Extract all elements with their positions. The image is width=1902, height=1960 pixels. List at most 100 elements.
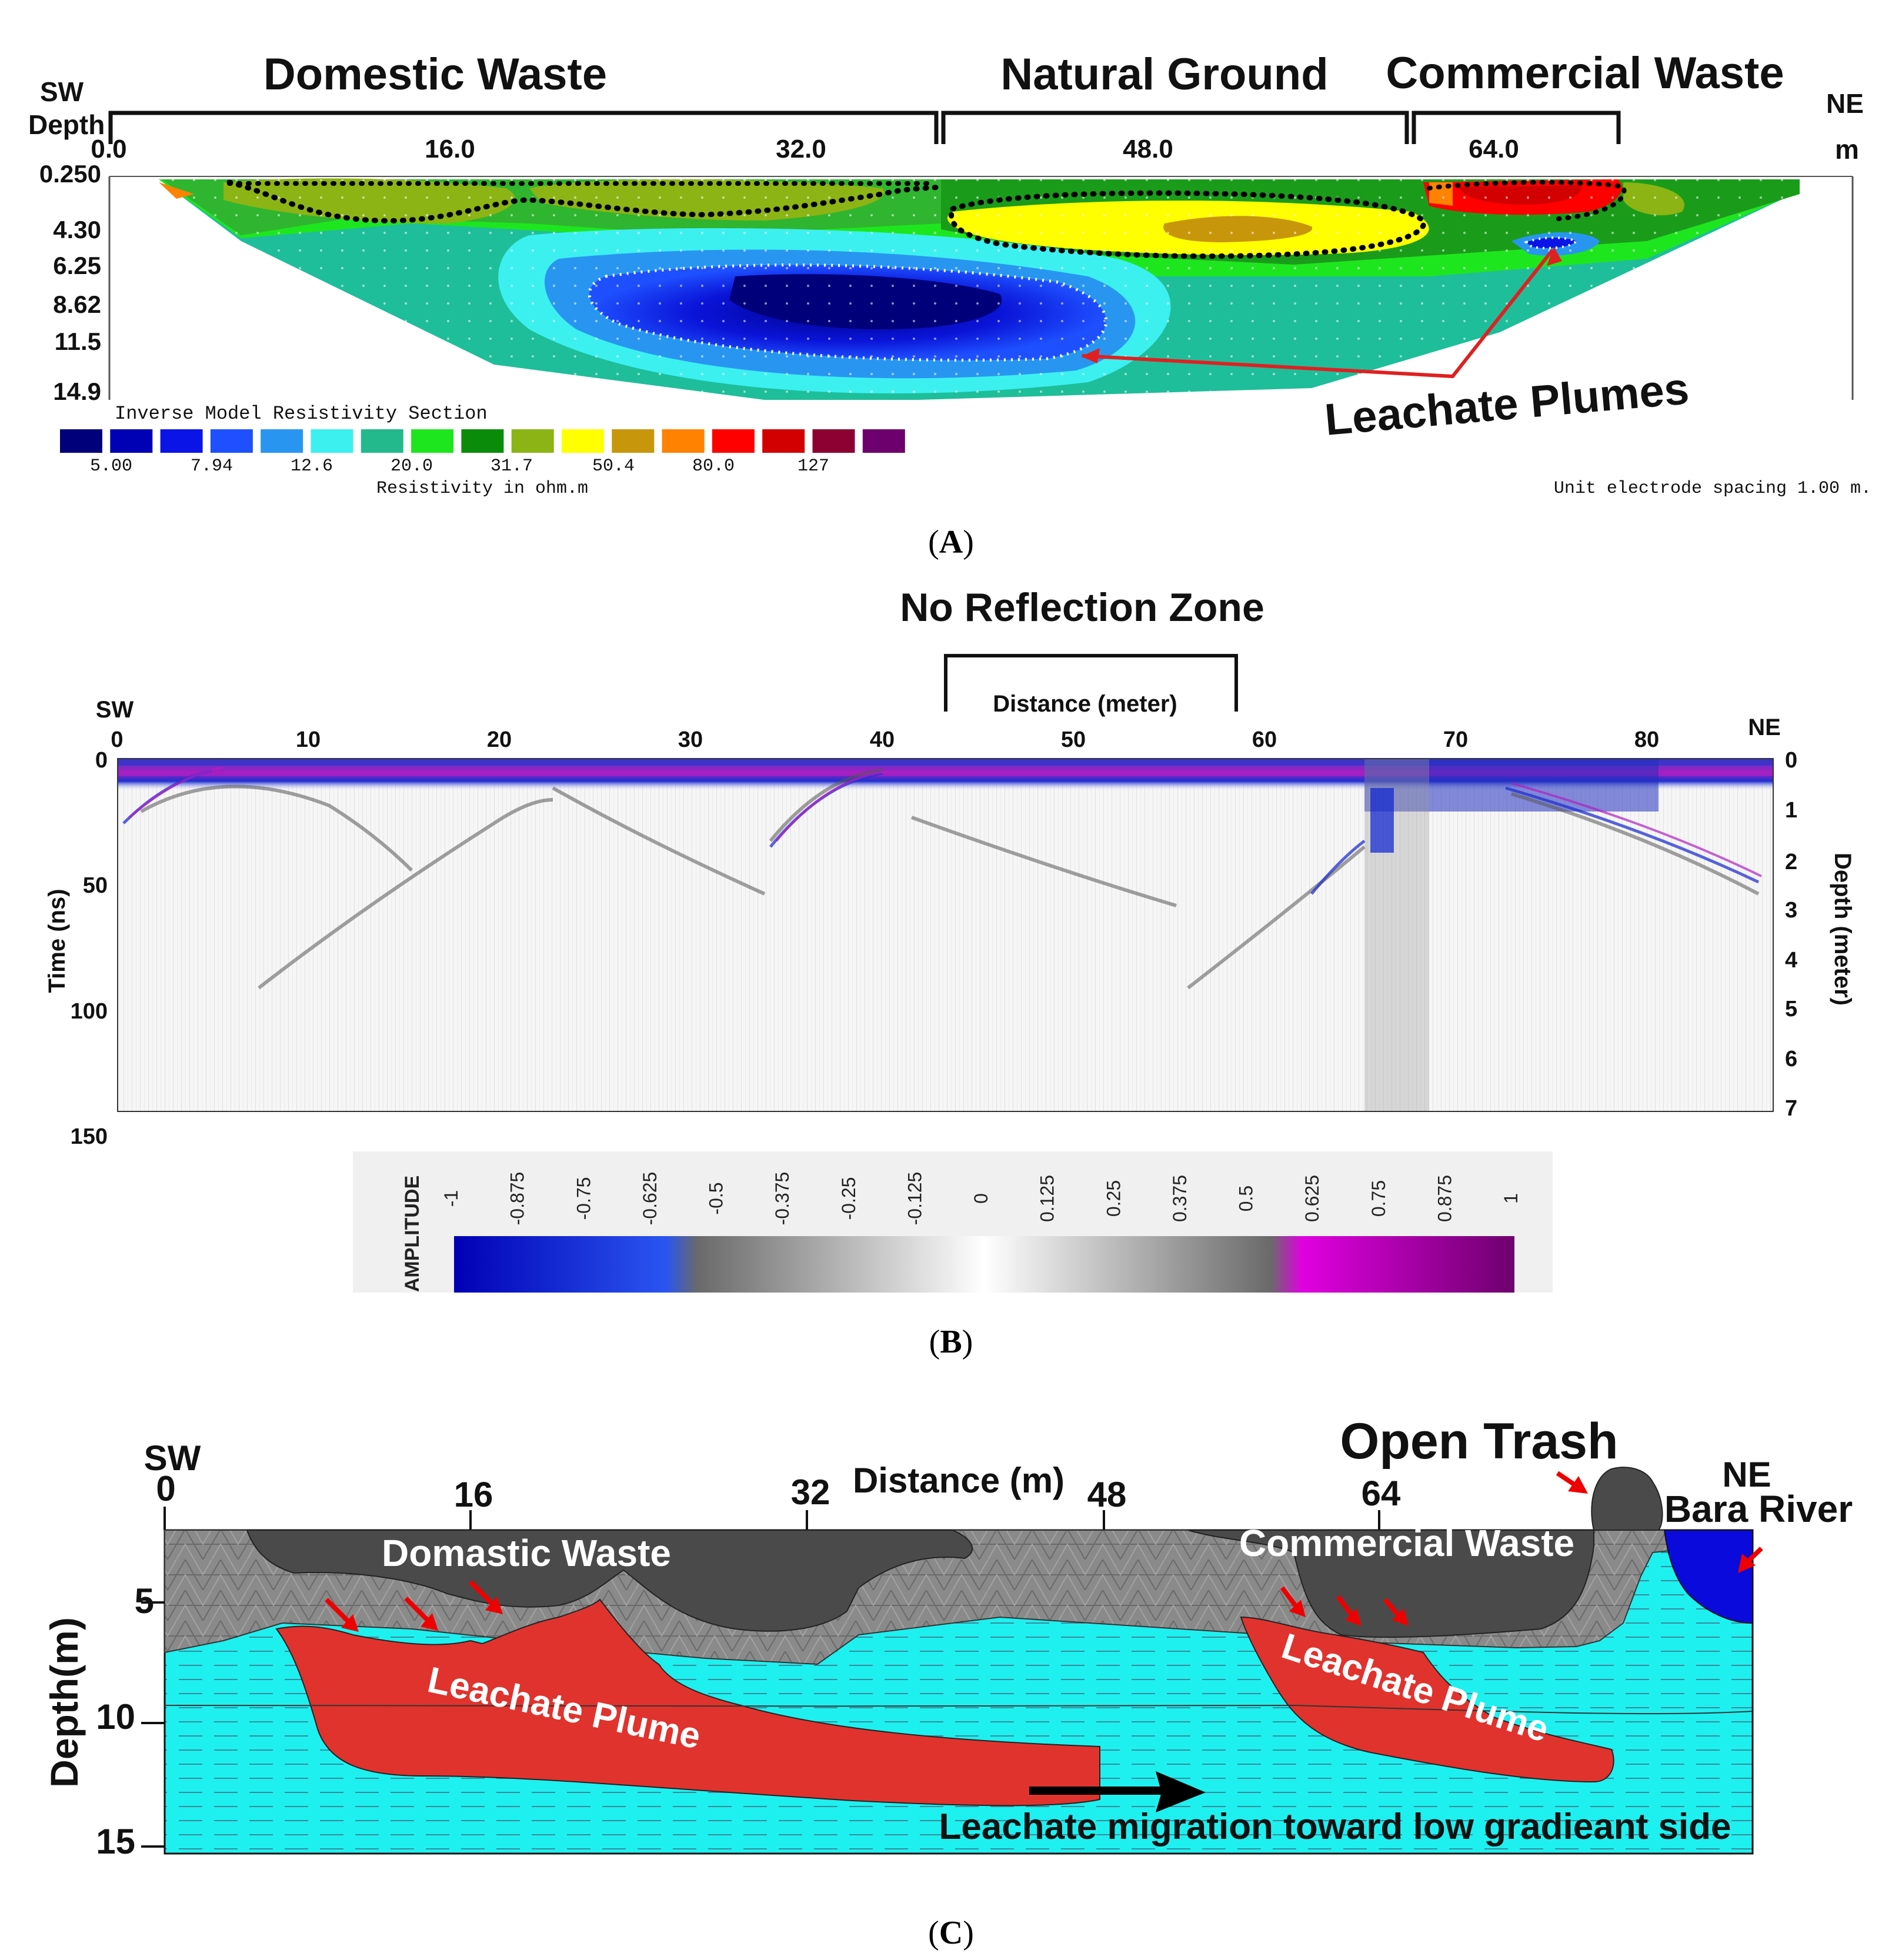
amplitude-tick: -0.75 xyxy=(573,1177,594,1220)
infiltration-arrows xyxy=(325,1471,1763,1632)
ne-label: NE xyxy=(1748,714,1781,740)
x-axis-label: Distance (meter) xyxy=(993,691,1177,717)
x-tick: 32 xyxy=(791,1472,830,1512)
amplitude-tick: 0.5 xyxy=(1236,1186,1257,1211)
amplitude-tick: -0.875 xyxy=(507,1172,528,1226)
amplitude-tick: 0.875 xyxy=(1434,1175,1455,1222)
color-swatch xyxy=(812,429,855,453)
leachate-plumes-label: Leachate Plumes xyxy=(1323,363,1691,445)
amplitude-tick: 0.75 xyxy=(1368,1180,1389,1217)
color-swatch xyxy=(110,429,153,453)
amplitude-tick: -0.375 xyxy=(772,1172,793,1226)
color-swatch xyxy=(311,429,353,453)
amplitude-tick: -0.625 xyxy=(639,1172,660,1226)
ne-label: NE xyxy=(1826,88,1864,119)
color-swatch xyxy=(511,429,554,453)
color-swatch xyxy=(762,429,805,453)
depth-tick: 0 xyxy=(1785,748,1797,773)
conceptual-model-figure: SW Open Trash NE Bara River 0 16 32 48 6… xyxy=(42,1413,1853,1951)
scale-value: 127 xyxy=(797,456,829,476)
time-tick: 150 xyxy=(71,1124,108,1149)
amplitude-tick: 0.625 xyxy=(1302,1175,1323,1222)
caption-c: (C) xyxy=(928,1915,974,1951)
top-axis xyxy=(163,1507,1380,1530)
label-commercial-waste: Commercial Waste xyxy=(1386,48,1784,98)
sw-label: SW xyxy=(96,697,134,723)
zone-brackets xyxy=(108,111,1621,144)
distance-axis-label: Distance (m) xyxy=(853,1461,1065,1500)
gpr-radargram-figure: No Reflection Zone Distance (meter) SW N… xyxy=(44,585,1856,1360)
amplitude-tick: 0 xyxy=(970,1193,992,1204)
domestic-waste-label: Domastic Waste xyxy=(382,1532,671,1574)
arrow-head-icon xyxy=(1156,1771,1206,1812)
scale-value: 31.7 xyxy=(490,456,533,476)
panel-a: Domestic Waste Natural Ground Commercial… xyxy=(0,0,1902,565)
color-swatch xyxy=(562,429,604,453)
color-swatch xyxy=(862,429,905,453)
depth-axis-label: Depth (meter) xyxy=(1830,853,1856,1006)
x-tick: 50 xyxy=(1061,727,1086,752)
scale-value: 80.0 xyxy=(692,456,735,476)
time-axis-label: Time (ns) xyxy=(44,889,70,993)
x-tick: 64 xyxy=(1362,1474,1401,1513)
scale-value: 20.0 xyxy=(391,456,433,476)
amplitude-ticks: -1 -0.875 -0.75 -0.625 -0.5 -0.375 -0.25 -0.125… xyxy=(441,1172,1521,1226)
color-swatch xyxy=(612,429,655,453)
scale-value: 7.94 xyxy=(191,456,233,476)
depth-tick: 3 xyxy=(1785,898,1797,923)
depth-label: Depth xyxy=(28,109,105,140)
x-tick: 0.0 xyxy=(91,135,126,163)
section-title: Inverse Model Resistivity Section xyxy=(115,403,488,425)
electrode-spacing: Unit electrode spacing 1.00 m. xyxy=(1554,479,1871,499)
time-tick: 0 xyxy=(95,748,108,773)
depth-tick: 5 xyxy=(135,1581,154,1621)
x-tick: 80 xyxy=(1634,727,1659,752)
amplitude-tick: -1 xyxy=(441,1190,462,1207)
amplitude-tick: -0.5 xyxy=(706,1182,727,1214)
caption-b: (B) xyxy=(929,1324,973,1360)
caption-a: (A) xyxy=(928,524,974,560)
x-tick: 70 xyxy=(1443,727,1468,752)
depth-tick: 8.62 xyxy=(53,291,101,318)
resistivity-model xyxy=(159,178,1800,400)
x-tick: 16 xyxy=(454,1475,493,1514)
panel-c: SW Open Trash NE Bara River 0 16 32 48 6… xyxy=(0,1376,1902,1960)
amplitude-colorbar xyxy=(454,1236,1514,1293)
amplitude-tick: 0.25 xyxy=(1103,1180,1124,1217)
depth-tick: 11.5 xyxy=(55,328,101,355)
depth-tick: 6.25 xyxy=(53,252,101,279)
scale-value: 50.4 xyxy=(592,456,635,476)
x-tick: 60 xyxy=(1252,727,1277,752)
scale-unit: Resistivity in ohm.m xyxy=(376,479,588,499)
arrow-head-icon xyxy=(1547,247,1562,266)
color-scale xyxy=(60,429,905,453)
sw-label: SW xyxy=(144,1438,201,1478)
x-tick: 16.0 xyxy=(425,135,475,163)
scale-value: 5.00 xyxy=(90,456,132,476)
x-tick: 40 xyxy=(870,727,895,752)
color-swatch xyxy=(210,429,253,453)
label-natural-ground: Natural Ground xyxy=(1000,49,1328,99)
x-tick: 10 xyxy=(296,727,321,752)
amplitude-tick: 0.375 xyxy=(1169,1175,1190,1222)
color-swatch xyxy=(361,429,403,453)
migration-label: Leachate migration toward low gradieant … xyxy=(939,1807,1731,1847)
resistivity-section-figure: Domestic Waste Natural Ground Commercial… xyxy=(28,48,1871,560)
m-label: m xyxy=(1835,134,1859,165)
time-tick: 50 xyxy=(83,873,108,898)
amplitude-tick: -0.25 xyxy=(838,1177,859,1220)
x-tick: 0 xyxy=(111,727,123,752)
color-swatch xyxy=(712,429,755,453)
depth-tick: 2 xyxy=(1785,850,1797,874)
depth-tick: 14.9 xyxy=(53,378,101,405)
color-swatch xyxy=(160,429,203,453)
depth-tick: 1 xyxy=(1785,798,1797,823)
depth-axis-ticks xyxy=(141,1601,165,1848)
depth-tick: 7 xyxy=(1785,1096,1797,1121)
cross-section xyxy=(163,1467,1754,1855)
color-swatch xyxy=(662,429,705,453)
depth-tick: 4.30 xyxy=(53,216,101,243)
depth-tick: 6 xyxy=(1785,1047,1797,1071)
depth-tick: 15 xyxy=(96,1822,135,1861)
amplitude-tick: 0.125 xyxy=(1037,1175,1058,1222)
